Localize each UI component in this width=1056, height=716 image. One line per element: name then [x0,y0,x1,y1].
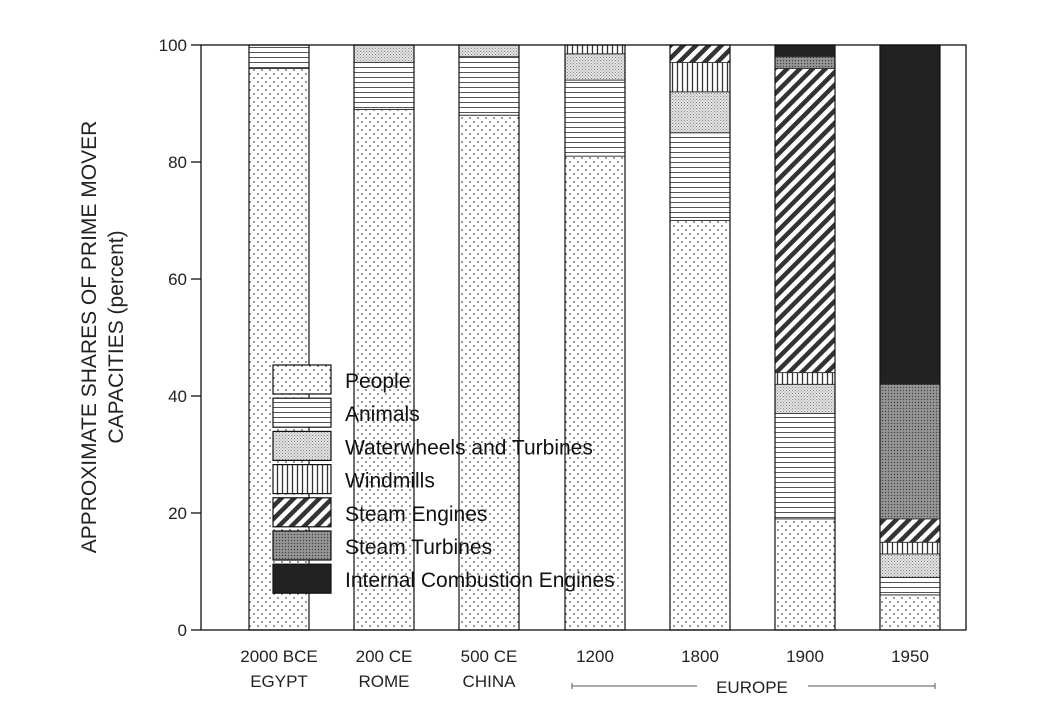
bar-segment-dense-stipple [774,56,836,69]
category-label: 1950 [891,647,929,666]
bar-segment-solid-dark [774,44,836,58]
bar-segment-dots [564,155,626,631]
y-tick-label: 60 [168,270,187,289]
group-bracket: EUROPE [571,678,936,697]
bar-segment-fine-stipple [353,44,415,63]
bar-segment-vertical-lines [774,372,836,385]
y-axis: 0 20 40 60 80 100 [159,36,201,640]
bar-segment-vertical-lines [564,44,626,55]
y-tick-label: 20 [168,504,187,523]
bar-segment-horizontal-lines [774,413,836,520]
bar-segment-vertical-lines [669,62,731,93]
y-tick-label: 40 [168,387,187,406]
bar-segment-dots [353,108,415,631]
bar-segment-horizontal-lines [353,62,415,110]
legend-label: Steam Engines [345,503,487,526]
legend-swatch-solid-dark [272,563,332,594]
category-label: 1800 [681,647,719,666]
legend-label: Waterwheels and Turbines [345,436,593,459]
bar-segment-diagonal-lines [879,518,941,543]
bar-segment-fine-stipple [458,44,520,58]
legend: People Animals Waterwheels and Turbines Win… [272,364,615,594]
bar-segment-vertical-lines [879,541,941,555]
group-label: EUROPE [716,678,788,697]
bars-group [248,44,941,631]
legend-swatch-diagonal-lines [272,497,332,528]
bar-segment-dots [458,114,520,631]
legend-swatch-fine-stipple [272,430,332,461]
legend-label: Windmills [345,470,435,493]
y-tick-label: 0 [178,621,187,640]
legend-label: Steam Turbines [345,536,492,559]
bar-segment-diagonal-lines [774,67,836,374]
bar-segment-horizontal-lines [879,576,941,596]
legend-swatch-dots [272,364,332,395]
category-sublabel: EGYPT [250,672,308,691]
bar-segment-fine-stipple [879,553,941,578]
bar-segment-solid-dark [879,44,941,385]
bar-segment-horizontal-lines [669,132,731,221]
y-axis-label-line1: APPROXIMATE SHARES OF PRIME MOVER [78,121,101,554]
bar-segment-fine-stipple [669,91,731,134]
y-tick-label: 80 [168,153,187,172]
category-label: 500 CE [461,647,518,666]
bar-segment-dots [774,518,836,631]
legend-swatch-horizontal-lines [272,397,332,428]
legend-label: Animals [345,403,420,426]
plot-frame [200,44,967,631]
legend-label: Internal Combustion Engines [345,569,615,592]
legend-swatch-vertical-lines [272,464,332,495]
category-label: 1900 [786,647,824,666]
y-tick-label: 100 [159,36,187,55]
legend-label: People [345,370,410,393]
category-labels: 2000 BCE EGYPT 200 CE ROME 500 CE CHINA 1200 18… [240,647,929,691]
bar-segment-horizontal-lines [564,79,626,157]
bar-segment-dense-stipple [879,383,941,520]
category-label: 2000 BCE [240,647,318,666]
category-label: 200 CE [356,647,413,666]
bar-segment-dots [879,594,941,631]
category-label: 1200 [576,647,614,666]
y-axis-label-line2: CAPACITIES (percent) [105,230,128,443]
bar-segment-fine-stipple [564,53,626,81]
bar-segment-fine-stipple [774,383,836,414]
bar-segment-horizontal-lines [248,44,310,69]
bar-segment-diagonal-lines [669,44,731,63]
bar-segment-horizontal-lines [458,56,520,116]
legend-swatch-dense-stipple [272,530,332,561]
category-sublabel: ROME [359,672,410,691]
bar-segment-dots [669,220,731,631]
category-sublabel: CHINA [463,672,517,691]
